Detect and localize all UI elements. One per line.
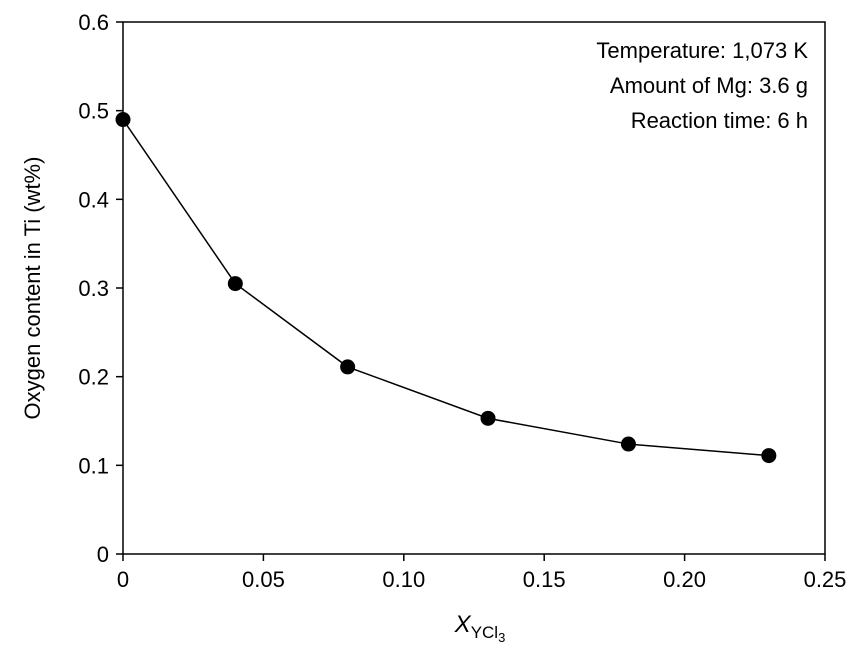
annotation-temperature: Temperature: 1,073 K (596, 38, 808, 63)
data-point (480, 410, 496, 426)
x-axis-title-subscript-index: 3 (498, 630, 505, 645)
annotation-mg-amount: Amount of Mg: 3.6 g (610, 73, 808, 98)
data-point (115, 112, 131, 128)
y-tick-label: 0.5 (78, 99, 109, 124)
x-axis-title-subscript: YCl (471, 623, 498, 642)
data-point (340, 359, 356, 375)
y-tick-label: 0 (97, 542, 109, 567)
x-tick-label: 0.05 (242, 567, 285, 592)
y-axis-title: Oxygen content in Ti (wt%) (20, 157, 45, 420)
data-point (761, 448, 777, 464)
plot-area (122, 21, 826, 555)
y-tick-label: 0.4 (78, 187, 109, 212)
x-axis-title-main: X (454, 611, 472, 638)
annotation-reaction-time: Reaction time: 6 h (631, 108, 808, 133)
y-tick-label: 0.2 (78, 365, 109, 390)
series-line (122, 119, 769, 457)
y-tick-label: 0.1 (78, 453, 109, 478)
plot-frame (122, 21, 826, 555)
x-tick-label: 0.10 (382, 567, 425, 592)
y-tick-label: 0.3 (78, 276, 109, 301)
data-point (227, 276, 243, 292)
x-tick-label: 0 (117, 567, 129, 592)
x-tick-label: 0.25 (804, 567, 847, 592)
x-axis-ticks: 0 0.05 0.10 0.15 0.20 0.25 (117, 554, 847, 592)
x-tick-label: 0.20 (663, 567, 706, 592)
x-tick-label: 0.15 (523, 567, 566, 592)
series-layer (115, 112, 777, 464)
y-axis-ticks: 0 0.1 0.2 0.3 0.4 0.5 0.6 (78, 10, 123, 567)
y-tick-label: 0.6 (78, 10, 109, 35)
annotation-box: Temperature: 1,073 K Amount of Mg: 3.6 g… (596, 38, 808, 133)
data-point (620, 436, 636, 452)
x-axis-title: XYCl3 (454, 611, 506, 645)
